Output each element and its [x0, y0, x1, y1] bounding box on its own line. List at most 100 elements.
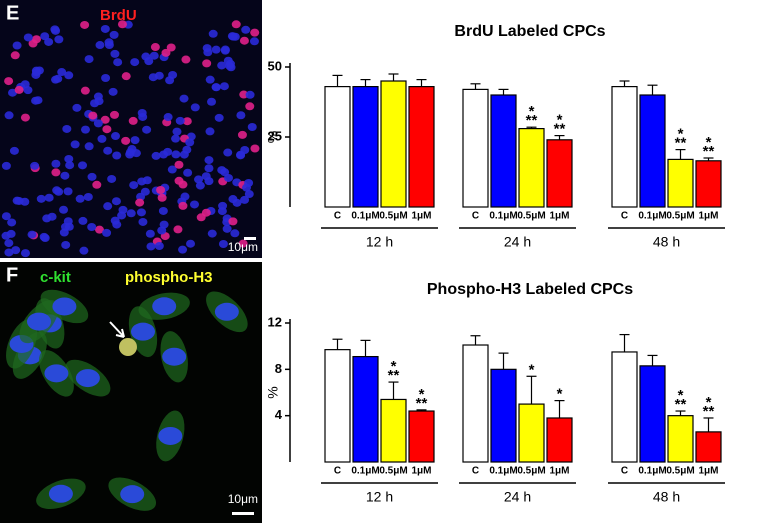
nucleus	[156, 185, 166, 194]
nucleus	[129, 181, 139, 190]
nucleus	[217, 61, 227, 70]
nucleus	[245, 90, 255, 99]
nucleus	[47, 212, 57, 221]
significance: **	[388, 367, 400, 384]
panel-letter: E	[6, 2, 19, 24]
nucleus	[154, 71, 164, 80]
nucleus	[211, 45, 221, 54]
bar	[546, 417, 573, 463]
bar	[462, 344, 489, 463]
nucleus	[61, 240, 71, 249]
scale-label: 10μm	[228, 240, 258, 254]
nucleus	[100, 24, 110, 33]
bar	[695, 160, 722, 208]
nucleus	[20, 113, 30, 122]
nucleus	[159, 150, 169, 159]
nucleus	[157, 193, 167, 202]
nucleus	[207, 229, 217, 238]
nucleus	[142, 176, 152, 185]
x-tick-label: C	[334, 211, 341, 222]
nucleus	[144, 57, 154, 66]
significance: *	[678, 387, 684, 404]
nucleus	[30, 161, 40, 170]
nucleus	[112, 220, 122, 229]
bar	[695, 431, 722, 463]
bar	[408, 85, 435, 208]
bar	[490, 94, 517, 208]
nucleus	[113, 58, 123, 67]
nucleus	[150, 43, 160, 52]
nucleus	[121, 72, 131, 81]
nucleus	[63, 187, 73, 196]
bar	[408, 410, 435, 463]
nucleus	[10, 51, 20, 60]
nucleus	[93, 92, 103, 101]
nucleus	[117, 20, 127, 29]
nucleus	[217, 207, 227, 216]
nucleus	[174, 160, 184, 169]
x-tick-label: 0.5μM	[379, 466, 407, 477]
nucleus	[136, 208, 146, 217]
y-tick-label: 8	[275, 361, 282, 376]
nucleus	[205, 75, 215, 84]
stain-label: BrdU	[100, 7, 137, 24]
nucleus	[171, 134, 181, 143]
nucleus	[249, 37, 259, 46]
nucleus	[202, 44, 212, 53]
nucleus	[218, 240, 228, 249]
bar	[352, 355, 379, 463]
nucleus	[40, 32, 50, 41]
nucleus	[145, 229, 155, 238]
nucleus	[84, 55, 94, 64]
nucleus	[135, 198, 145, 207]
nucleus	[52, 186, 62, 195]
nucleus	[130, 136, 140, 145]
nucleus	[11, 246, 21, 255]
nucleus	[136, 192, 146, 201]
x-tick-label: 1μM	[411, 466, 431, 477]
nucleus	[236, 151, 246, 160]
nucleus	[189, 200, 199, 209]
nucleus	[236, 111, 246, 120]
nucleus	[78, 161, 88, 170]
nucleus	[104, 38, 114, 47]
nucleus	[94, 225, 104, 234]
significance: **	[675, 135, 687, 152]
nucleus	[151, 151, 161, 160]
bar	[380, 398, 407, 463]
nucleus	[70, 140, 80, 149]
chart-title: Phospho-H3 Labeled CPCs	[427, 281, 633, 298]
nucleus	[244, 190, 254, 199]
nucleus	[178, 201, 188, 210]
nucleus	[51, 159, 61, 168]
nucleus	[95, 41, 105, 50]
nucleus	[72, 103, 82, 112]
x-tick-label: C	[621, 211, 628, 222]
nucleus	[119, 338, 137, 356]
y-tick-label: 12	[268, 314, 282, 329]
nucleus	[175, 116, 185, 125]
bar	[352, 85, 379, 208]
nucleus	[172, 127, 182, 136]
nucleus	[180, 192, 190, 201]
nucleus	[166, 43, 176, 52]
nucleus	[4, 239, 14, 248]
nucleus	[223, 148, 233, 157]
nucleus	[238, 239, 248, 248]
nucleus	[186, 239, 196, 248]
nucleus	[59, 205, 69, 214]
nucleus	[205, 127, 215, 136]
y-axis-label: %	[265, 386, 281, 398]
nucleus	[51, 168, 61, 177]
nucleus	[174, 176, 184, 185]
x-tick-label: C	[621, 466, 628, 477]
significance: *	[706, 134, 712, 151]
nucleus	[90, 99, 100, 108]
x-tick-label: 0.5μM	[666, 466, 694, 477]
significance: *	[419, 386, 425, 403]
nucleus	[87, 172, 97, 181]
nucleus	[110, 110, 120, 119]
nucleus	[219, 82, 229, 91]
nucleus	[79, 246, 89, 255]
panel-letter: F	[6, 264, 18, 286]
